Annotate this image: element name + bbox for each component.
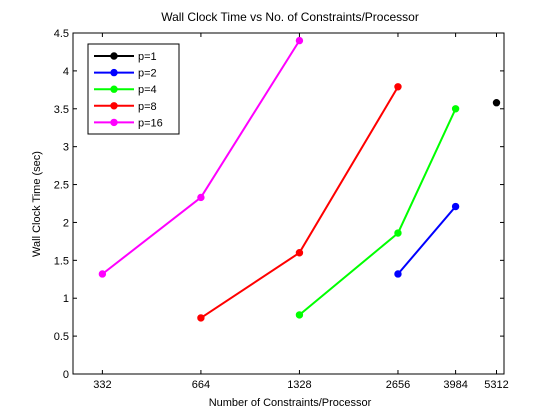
x-axis-label: Number of Constraints/Processor [209,397,372,409]
x-tick-label: 5312 [484,379,508,391]
legend-p-8-label: p=8 [138,101,157,113]
x-tick-label: 2656 [386,379,410,391]
y-tick-label: 0 [63,369,69,381]
legend: p=1 p=2 p=4 p=8 p=16 [87,43,180,135]
legend-p-1-label: p=1 [138,51,157,63]
legend-p-2-marker [110,68,118,77]
series-p-8-point [295,249,304,257]
y-axis-label: Wall Clock Time (sec) [31,151,43,257]
y-tick-label: 1 [63,293,69,305]
chart-title: Wall Clock Time vs No. of Constraints/Pr… [161,10,419,24]
x-tick-label: 1328 [287,379,311,391]
legend-p-16-label: p=16 [138,117,163,129]
y-tick-label: 2 [63,217,69,229]
y-tick-label: 2.5 [54,180,69,192]
series-p-8-point [394,83,402,91]
legend-p-1-marker [110,52,118,60]
series-p-4-point [295,311,304,319]
legend-p-2-label: p=2 [138,68,157,80]
series-p-16-point [295,36,304,45]
y-tick-label: 4 [63,66,69,78]
series-p-16-point [98,270,107,278]
series-p-16-point [197,193,205,202]
legend-p-8-marker [110,102,118,110]
legend-p-4-marker [110,85,118,93]
x-tick-label: 332 [93,379,111,391]
x-tick-label: 664 [192,379,210,391]
x-tick-label: 3984 [443,379,467,391]
series-p-8-point [197,314,205,322]
y-tick-label: 3.5 [54,104,69,116]
series-p-4-point [451,105,460,113]
legend-p-16-marker [110,118,118,127]
series-p-2-point [394,270,402,278]
y-tick-label: 4.5 [54,28,69,40]
y-tick-label: 1.5 [54,255,69,267]
legend-p-4-label: p=4 [138,84,157,96]
y-tick-label: 0.5 [54,331,69,343]
y-tick-label: 3 [63,142,69,154]
series-p-4-point [394,229,402,237]
series-p-2-line [397,205,457,275]
series-p-2-point [451,202,460,211]
series-p-1-point [492,99,501,107]
